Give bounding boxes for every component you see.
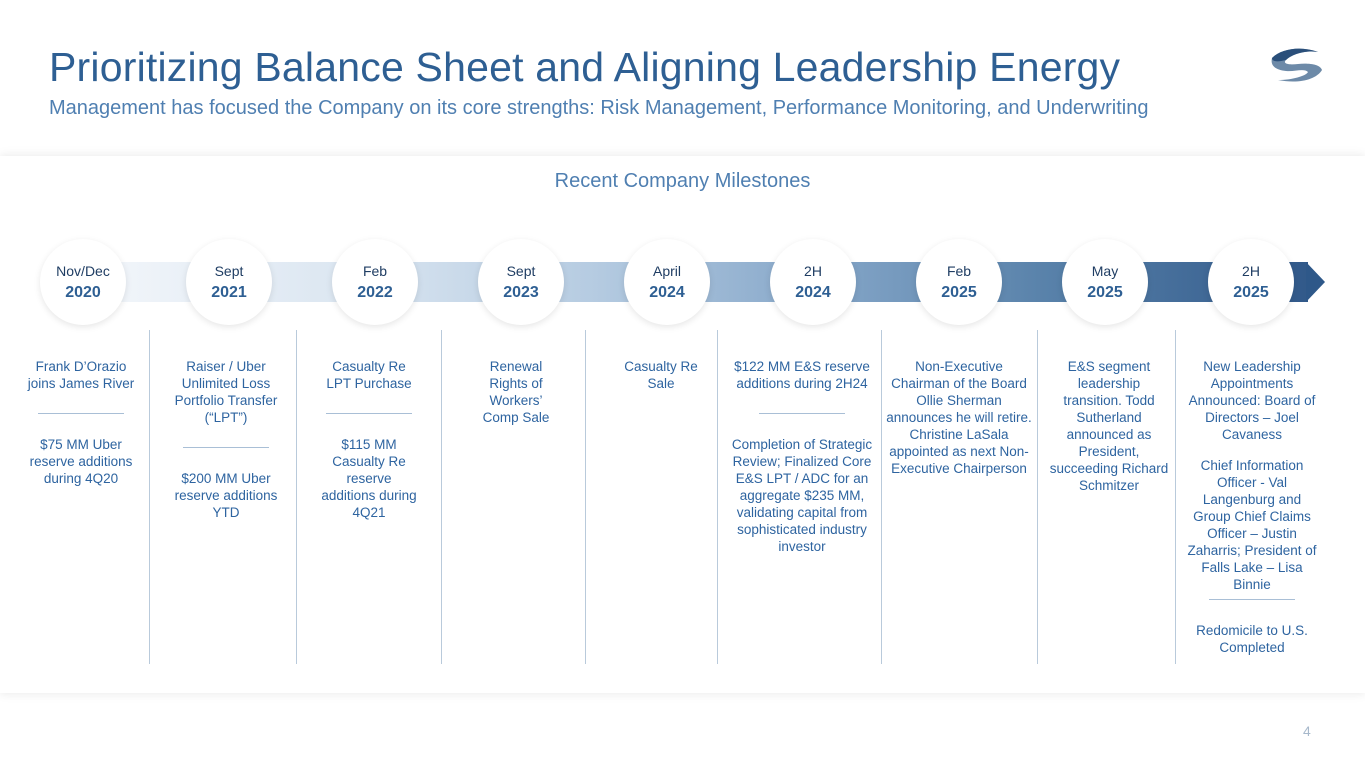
milestone-separator (183, 447, 269, 448)
milestone-text: $122 MM E&S reserve additions during 2H2… (734, 359, 870, 391)
milestone-year: 2022 (357, 284, 393, 301)
milestone-text: Chief Information Officer - Val Langenbu… (1187, 458, 1317, 592)
milestone-text: Non-Executive Chairman of the Board Olli… (886, 359, 1032, 476)
milestone-month: 2H (1242, 263, 1260, 279)
milestone-date-8: May 2025 (1062, 239, 1148, 325)
milestone-month: Feb (946, 263, 972, 279)
milestone-year: 2024 (795, 284, 831, 301)
milestone-year: 2024 (649, 284, 685, 301)
milestone-text: $75 MM Uber reserve additions during 4Q2… (29, 437, 133, 486)
milestone-year: 2021 (211, 284, 247, 301)
section-title: Recent Company Milestones (554, 170, 811, 192)
column-divider (1037, 330, 1038, 664)
column-divider (1175, 330, 1176, 664)
milestone-column-8: E&S segment leadership transition. Todd … (1047, 358, 1171, 494)
milestone-date-1: Nov/Dec 2020 (40, 239, 126, 325)
milestone-text: New Leadership Appointments Announced: B… (1188, 359, 1316, 442)
milestone-text: $200 MM Uber reserve additions YTD (174, 471, 278, 520)
milestone-year: 2025 (1087, 284, 1123, 301)
milestone-text: Casualty Re LPT Purchase (326, 359, 412, 391)
milestone-column-3: Casualty Re LPT Purchase $115 MM Casualt… (320, 358, 418, 521)
milestone-month: May (1091, 263, 1119, 279)
milestone-date-4: Sept 2023 (478, 239, 564, 325)
milestone-text: E&S segment leadership transition. Todd … (1049, 359, 1169, 493)
page-number: 4 (1303, 723, 1311, 739)
milestone-column-1: Frank D’Orazio joins James River $75 MM … (22, 358, 140, 487)
milestone-separator (326, 413, 412, 414)
milestone-text: Casualty Re Sale (624, 359, 698, 391)
milestone-column-2: Raiser / Uber Unlimited Loss Portfolio T… (168, 358, 284, 521)
milestone-date-6: 2H 2024 (770, 239, 856, 325)
column-divider (296, 330, 297, 664)
milestone-month: Sept (506, 263, 536, 279)
milestone-date-7: Feb 2025 (916, 239, 1002, 325)
milestone-month: Sept (214, 263, 244, 279)
milestone-separator (1209, 599, 1295, 600)
page-title: Prioritizing Balance Sheet and Aligning … (49, 44, 1121, 90)
milestone-column-9: New Leadership Appointments Announced: B… (1184, 358, 1320, 656)
milestone-column-6: $122 MM E&S reserve additions during 2H2… (730, 358, 874, 555)
column-divider (881, 330, 882, 664)
milestone-month: Feb (362, 263, 388, 279)
milestone-text: Redomicile to U.S. Completed (1196, 623, 1308, 655)
milestone-separator (759, 413, 845, 414)
column-divider (585, 330, 586, 664)
milestone-date-9: 2H 2025 (1208, 239, 1294, 325)
milestone-date-2: Sept 2021 (186, 239, 272, 325)
milestone-month: 2H (804, 263, 822, 279)
milestone-year: 2025 (941, 284, 977, 301)
milestone-text: Raiser / Uber Unlimited Loss Portfolio T… (174, 359, 278, 425)
milestone-text: $115 MM Casualty Re reserve additions du… (321, 437, 417, 520)
milestone-separator (38, 413, 124, 414)
column-divider (717, 330, 718, 664)
milestone-column-4: Renewal Rights of Workers’ Comp Sale (472, 358, 560, 426)
milestone-year: 2020 (65, 284, 101, 301)
company-logo-icon (1271, 48, 1322, 82)
milestone-column-5: Casualty Re Sale (612, 358, 710, 392)
milestone-text: Completion of Strategic Review; Finalize… (731, 437, 873, 554)
milestone-text: Frank D’Orazio joins James River (27, 359, 135, 391)
milestone-year: 2025 (1233, 284, 1269, 301)
milestone-date-5: April 2024 (624, 239, 710, 325)
timeline-arrow-icon (1306, 262, 1325, 302)
milestone-year: 2023 (503, 284, 539, 301)
milestone-month: Nov/Dec (56, 263, 110, 279)
milestone-text: Renewal Rights of Workers’ Comp Sale (482, 359, 550, 425)
page-subtitle: Management has focused the Company on it… (49, 97, 1149, 119)
milestone-date-3: Feb 2022 (332, 239, 418, 325)
column-divider (441, 330, 442, 664)
milestone-month: April (652, 263, 681, 279)
column-divider (149, 330, 150, 664)
milestone-column-7: Non-Executive Chairman of the Board Olli… (885, 358, 1033, 477)
